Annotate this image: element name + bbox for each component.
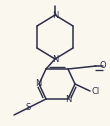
Text: O: O bbox=[99, 60, 106, 70]
Text: N: N bbox=[52, 55, 58, 64]
Text: Cl: Cl bbox=[92, 87, 100, 96]
Text: S: S bbox=[25, 103, 31, 113]
Text: N: N bbox=[52, 10, 58, 20]
Text: N: N bbox=[65, 94, 71, 103]
Text: N: N bbox=[35, 80, 41, 88]
